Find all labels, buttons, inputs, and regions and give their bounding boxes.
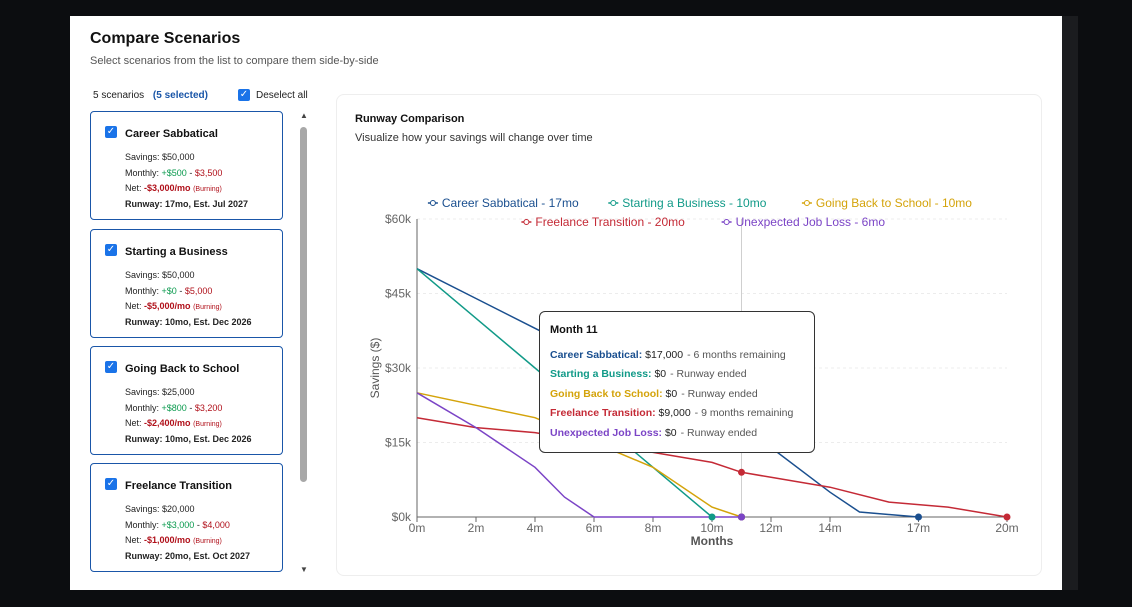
scenario-monthly: Monthly: +$0 - $5,000 <box>125 286 213 296</box>
series-line <box>416 392 742 518</box>
scenario-net: Net: -$3,000/mo (Burning) <box>125 183 222 193</box>
scenario-runway: Runway: 17mo, Est. Jul 2027 <box>125 199 249 209</box>
chart-panel-subtitle: Visualize how your savings will change o… <box>355 132 593 144</box>
series-end-point <box>708 513 716 521</box>
tooltip-title: Month 11 <box>550 324 598 336</box>
x-tick-label: 2m <box>468 521 485 535</box>
chart-tooltip: Month 11 Career Sabbatical: $17,000- 6 m… <box>539 311 815 453</box>
y-tick-label: $15k <box>385 436 412 450</box>
legend-label: Career Sabbatical - 17mo <box>442 196 579 210</box>
chart-panel-title: Runway Comparison <box>355 113 465 125</box>
x-tick-label: 20m <box>995 521 1018 535</box>
scenario-monthly: Monthly: +$500 - $3,500 <box>125 168 223 178</box>
scenario-name: Going Back to School <box>125 363 240 375</box>
scenario-name: Starting a Business <box>125 246 228 258</box>
legend-label: Unexpected Job Loss - 6mo <box>736 215 886 229</box>
legend-label: Going Back to School - 10mo <box>816 196 972 210</box>
legend-label: Starting a Business - 10mo <box>622 196 766 210</box>
series-end-point <box>915 513 922 521</box>
scenario-net: Net: -$1,000/mo (Burning) <box>125 535 222 545</box>
legend-marker <box>803 200 810 206</box>
scroll-down-icon[interactable]: ▼ <box>300 565 308 574</box>
scenario-checkbox[interactable]: ✓ <box>105 126 117 138</box>
y-axis-label: Savings ($) <box>368 338 382 399</box>
tooltip-row: Unexpected Job Loss: $0- Runway ended <box>550 427 758 439</box>
scenario-count-label: 5 scenarios <box>93 90 145 101</box>
scenario-card[interactable]: ✓ Going Back to School Savings: $25,000 … <box>90 346 283 455</box>
scenario-card[interactable]: ✓ Career Sabbatical Savings: $50,000 Mon… <box>90 111 283 220</box>
tooltip-row: Freelance Transition: $9,000- 9 months r… <box>550 407 794 419</box>
compare-scenarios-panel: Compare Scenarios Select scenarios from … <box>70 16 1062 590</box>
x-axis-label: Months <box>691 534 734 548</box>
x-tick-label: 12m <box>759 521 782 535</box>
window-edge <box>1062 16 1078 590</box>
x-tick-label: 0m <box>409 521 426 535</box>
scenario-checkbox[interactable]: ✓ <box>105 478 117 490</box>
y-tick-label: $30k <box>385 361 412 375</box>
series-end-point <box>1003 513 1011 521</box>
series-line <box>416 416 1008 518</box>
tooltip-row: Starting a Business: $0- Runway ended <box>550 368 747 380</box>
y-tick-label: $60k <box>385 212 412 226</box>
x-tick-label: 14m <box>818 521 841 535</box>
deselect-all-toggle[interactable]: ✓ Deselect all <box>238 89 308 101</box>
hover-point <box>738 513 745 521</box>
scenario-savings: Savings: $25,000 <box>125 387 195 397</box>
deselect-all-checkbox[interactable]: ✓ <box>238 89 250 101</box>
scrollbar-thumb[interactable] <box>300 127 307 482</box>
scenario-list-scrollbar[interactable]: ▲ ▼ <box>298 111 310 581</box>
x-tick-label: 6m <box>586 521 603 535</box>
y-tick-label: $45k <box>385 287 412 301</box>
scenario-runway: Runway: 10mo, Est. Dec 2026 <box>125 434 252 444</box>
scenario-runway: Runway: 10mo, Est. Dec 2026 <box>125 317 252 327</box>
x-tick-label: 8m <box>645 521 662 535</box>
scenario-count: 5 scenarios (5 selected) <box>93 90 208 101</box>
scenario-runway: Runway: 20mo, Est. Oct 2027 <box>125 551 251 561</box>
tooltip-row: Career Sabbatical: $17,000- 6 months rem… <box>550 349 786 361</box>
scenario-savings: Savings: $20,000 <box>125 504 195 514</box>
legend-marker <box>523 219 530 225</box>
page-title: Compare Scenarios <box>90 30 241 47</box>
hover-point <box>738 468 745 476</box>
scenario-monthly: Monthly: +$800 - $3,200 <box>125 403 223 413</box>
scenario-monthly: Monthly: +$3,000 - $4,000 <box>125 520 230 530</box>
scroll-up-icon[interactable]: ▲ <box>300 111 308 120</box>
scenario-savings: Savings: $50,000 <box>125 152 195 162</box>
page-subtitle: Select scenarios from the list to compar… <box>90 55 379 67</box>
runway-comparison-card: Runway Comparison Visualize how your sav… <box>336 94 1042 576</box>
legend-label: Freelance Transition - 20mo <box>535 215 685 229</box>
scenario-checkbox[interactable]: ✓ <box>105 361 117 373</box>
y-tick-label: $0k <box>392 510 412 524</box>
legend-marker <box>429 200 436 206</box>
x-tick-label: 4m <box>527 521 544 535</box>
scenario-net: Net: -$5,000/mo (Burning) <box>125 301 222 311</box>
scenario-card[interactable]: ✓ Starting a Business Savings: $50,000 M… <box>90 229 283 338</box>
scenario-list[interactable]: ✓ Career Sabbatical Savings: $50,000 Mon… <box>90 111 285 581</box>
scenario-name: Freelance Transition <box>125 480 232 492</box>
tooltip-row: Going Back to School: $0- Runway ended <box>550 388 758 400</box>
scenario-savings: Savings: $50,000 <box>125 270 195 280</box>
legend-marker <box>610 200 617 206</box>
x-tick-label: 17m <box>907 521 930 535</box>
selected-count: (5 selected) <box>152 90 208 101</box>
x-tick-label: 10m <box>700 521 723 535</box>
scenario-name: Career Sabbatical <box>125 128 218 140</box>
deselect-all-label: Deselect all <box>256 89 308 101</box>
scenario-card[interactable]: ✓ Freelance Transition Savings: $20,000 … <box>90 463 283 572</box>
scenario-net: Net: -$2,400/mo (Burning) <box>125 418 222 428</box>
legend-marker <box>723 219 730 225</box>
scenario-checkbox[interactable]: ✓ <box>105 244 117 256</box>
